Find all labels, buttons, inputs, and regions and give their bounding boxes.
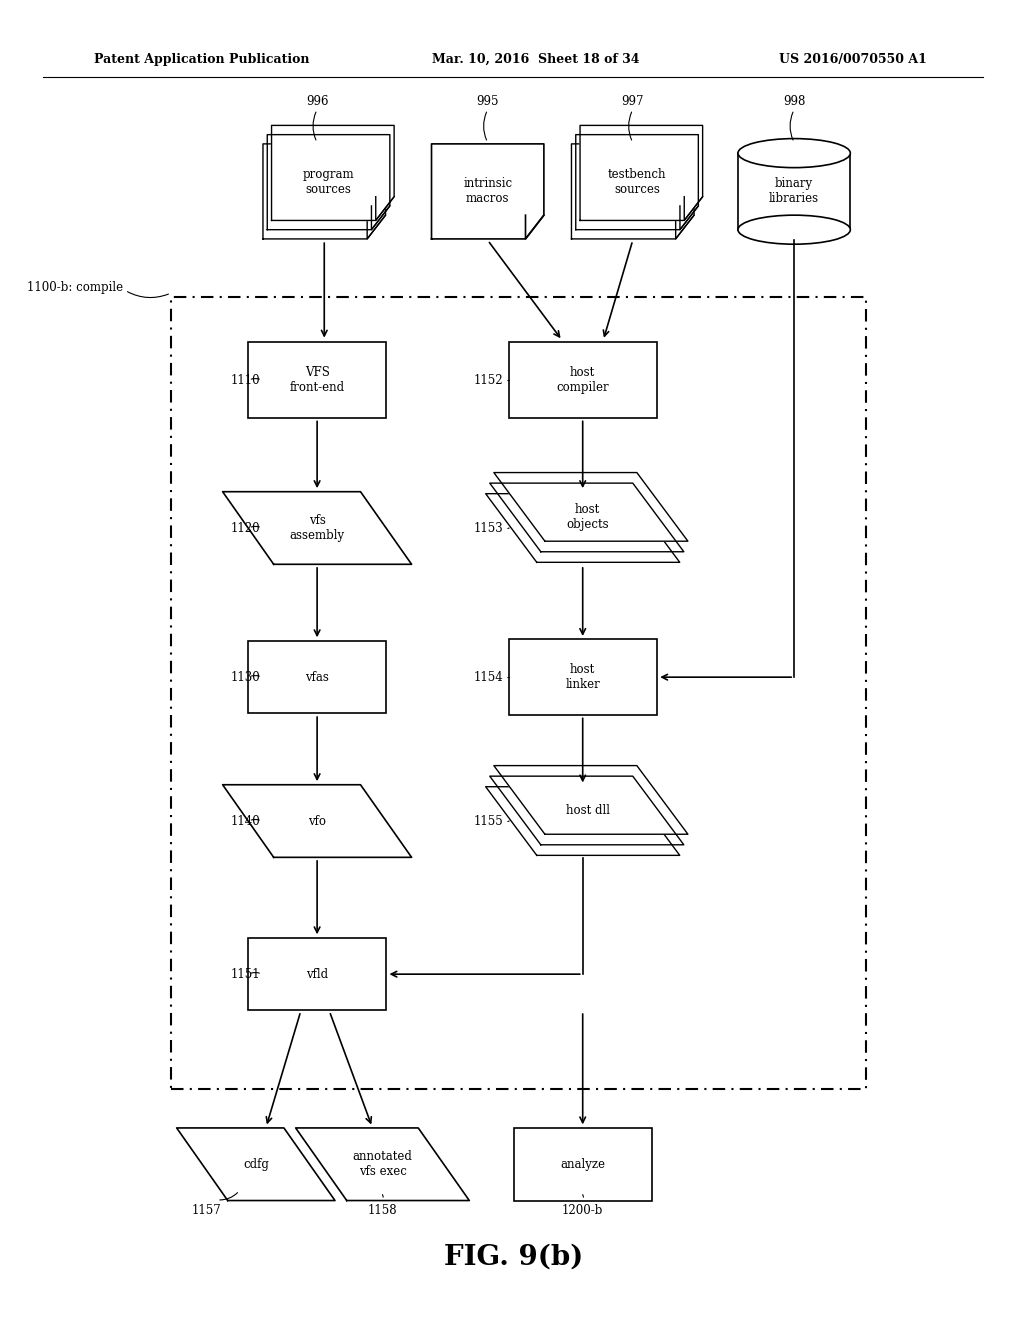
Polygon shape [177, 1127, 335, 1201]
Polygon shape [580, 125, 702, 220]
Text: 1152: 1152 [473, 374, 503, 387]
Polygon shape [738, 153, 850, 230]
Polygon shape [575, 135, 698, 230]
Text: 1151: 1151 [230, 968, 260, 981]
Text: 996: 996 [306, 95, 329, 108]
Text: vfs
assembly: vfs assembly [290, 513, 345, 543]
Text: host
compiler: host compiler [556, 366, 609, 395]
Text: 1140: 1140 [230, 814, 260, 828]
Text: 995: 995 [476, 95, 499, 108]
Text: 1158: 1158 [368, 1204, 397, 1217]
Text: VFS
front-end: VFS front-end [290, 366, 345, 395]
Ellipse shape [738, 215, 850, 244]
Text: 1153: 1153 [473, 521, 503, 535]
Text: binary
libraries: binary libraries [769, 177, 819, 206]
FancyBboxPatch shape [509, 342, 656, 418]
Text: 997: 997 [622, 95, 644, 108]
Polygon shape [271, 125, 394, 220]
FancyBboxPatch shape [514, 1127, 651, 1201]
Polygon shape [431, 144, 544, 239]
FancyBboxPatch shape [248, 642, 386, 713]
Ellipse shape [738, 139, 850, 168]
Text: testbench
sources: testbench sources [608, 168, 667, 197]
Text: analyze: analyze [560, 1158, 605, 1171]
Text: 1100-b: compile: 1100-b: compile [27, 281, 123, 294]
Text: 998: 998 [783, 95, 805, 108]
Text: vfld: vfld [306, 968, 328, 981]
Polygon shape [494, 473, 688, 541]
Text: cdfg: cdfg [243, 1158, 268, 1171]
FancyBboxPatch shape [509, 639, 656, 715]
Polygon shape [222, 784, 412, 858]
Text: 1110: 1110 [230, 374, 260, 387]
Text: vfas: vfas [305, 671, 329, 684]
Text: 1130: 1130 [230, 671, 260, 684]
Text: Patent Application Publication: Patent Application Publication [94, 53, 310, 66]
Polygon shape [489, 776, 684, 845]
Polygon shape [571, 144, 694, 239]
Polygon shape [263, 144, 386, 239]
Text: FIG. 9(b): FIG. 9(b) [443, 1243, 583, 1270]
Polygon shape [267, 135, 390, 230]
Text: Mar. 10, 2016  Sheet 18 of 34: Mar. 10, 2016 Sheet 18 of 34 [431, 53, 639, 66]
Text: host
linker: host linker [565, 663, 600, 692]
Polygon shape [485, 787, 680, 855]
Polygon shape [485, 494, 680, 562]
Text: 1154: 1154 [473, 671, 503, 684]
FancyBboxPatch shape [248, 937, 386, 1011]
Text: US 2016/0070550 A1: US 2016/0070550 A1 [779, 53, 927, 66]
Polygon shape [296, 1127, 469, 1201]
Polygon shape [494, 766, 688, 834]
Text: 1157: 1157 [191, 1204, 221, 1217]
Polygon shape [222, 492, 412, 565]
Text: program
sources: program sources [303, 168, 354, 197]
Text: 1200-b: 1200-b [562, 1204, 603, 1217]
FancyBboxPatch shape [248, 342, 386, 418]
Text: 1155: 1155 [473, 814, 503, 828]
Text: vfo: vfo [308, 814, 326, 828]
Text: 1120: 1120 [230, 521, 260, 535]
Polygon shape [489, 483, 684, 552]
Text: annotated
vfs exec: annotated vfs exec [352, 1150, 413, 1179]
Text: intrinsic
macros: intrinsic macros [463, 177, 512, 206]
Text: host dll: host dll [565, 804, 609, 817]
Text: host
objects: host objects [566, 503, 609, 532]
